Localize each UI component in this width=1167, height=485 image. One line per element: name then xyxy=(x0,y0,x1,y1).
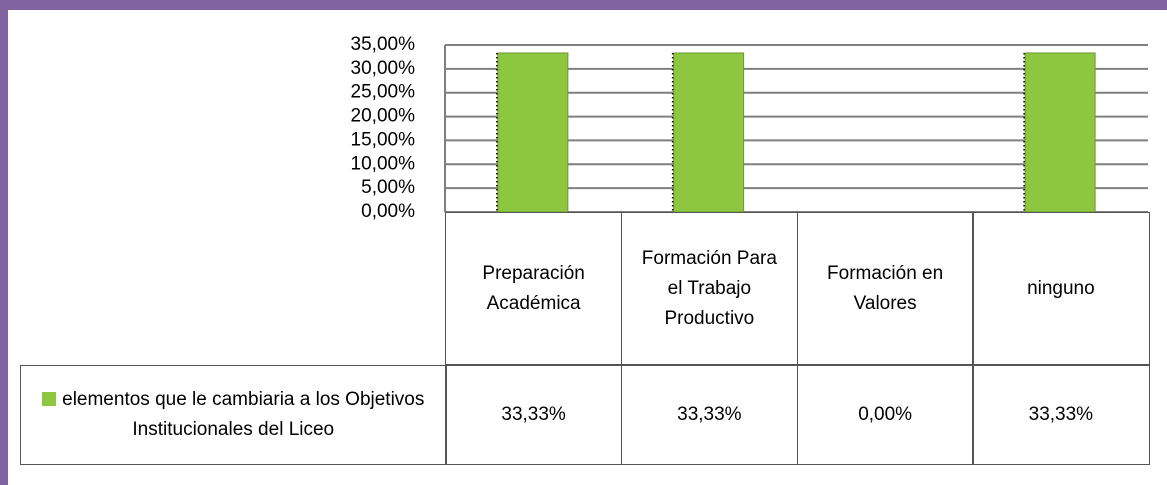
bar xyxy=(673,52,745,213)
y-tick-label: 0,00% xyxy=(361,201,415,222)
frame xyxy=(0,0,1167,10)
bar xyxy=(1024,52,1096,213)
bar xyxy=(497,52,569,213)
legend-key xyxy=(42,392,57,406)
y-tick-label: 10,00% xyxy=(351,153,416,174)
legend-entry: elementos que le cambiaria a los Objetiv… xyxy=(29,385,438,445)
value-cell: 33,33% xyxy=(445,365,623,465)
y-tick-label: 5,00% xyxy=(361,177,415,198)
legend-label: elementos que le cambiaria a los Objetiv… xyxy=(62,389,425,440)
category-cell: ninguno xyxy=(972,212,1150,365)
value-cell: 33,33% xyxy=(972,365,1150,465)
y-tick-label: 20,00% xyxy=(351,106,416,127)
category-cell: Formación Para el Trabajo Productivo xyxy=(620,212,798,365)
y-tick-label: 35,00% xyxy=(351,34,416,55)
y-tick-label: 15,00% xyxy=(351,129,416,150)
legend-cell: elementos que le cambiaria a los Objetiv… xyxy=(20,365,447,465)
value-cell: 33,33% xyxy=(620,365,798,465)
value-cell: 0,00% xyxy=(796,365,974,465)
frame xyxy=(0,0,8,485)
category-cell: Preparación Académica xyxy=(445,212,623,365)
y-tick-label: 25,00% xyxy=(351,82,416,103)
category-cell: Formación en Valores xyxy=(796,212,974,365)
y-tick-label: 30,00% xyxy=(351,58,416,79)
